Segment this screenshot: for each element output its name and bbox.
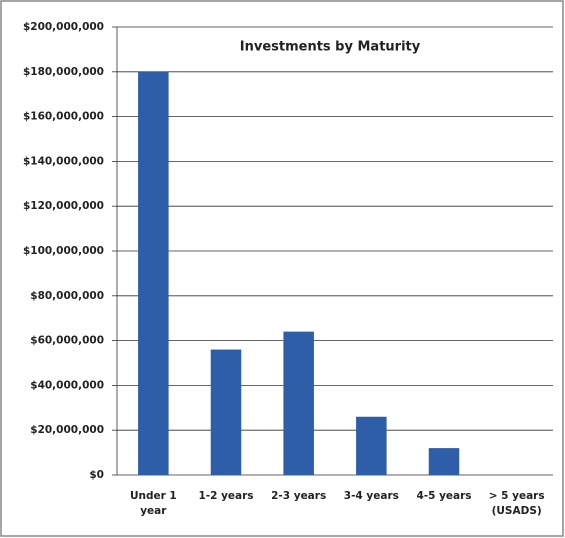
y-tick-label: $40,000,000 (30, 379, 104, 391)
y-tick-label: $160,000,000 (23, 111, 104, 123)
y-tick-label: $60,000,000 (30, 335, 104, 347)
y-tick-label: $100,000,000 (23, 245, 104, 257)
y-tick-label: $200,000,000 (23, 21, 104, 33)
x-tick-label: 3-4 years (343, 490, 399, 502)
y-tick-label: $120,000,000 (23, 200, 104, 212)
y-tick-label: $140,000,000 (23, 155, 104, 167)
chart-title: Investments by Maturity (240, 40, 421, 55)
y-tick-label: $0 (89, 469, 104, 481)
bar (356, 416, 387, 475)
x-tick-label: 1-2 years (198, 490, 254, 502)
x-tick-label: 2-3 years (271, 490, 327, 502)
y-tick-label: $20,000,000 (30, 424, 104, 436)
bar (210, 349, 242, 475)
bar (138, 71, 169, 476)
x-tick-label: > 5 years (USADS) (488, 490, 545, 517)
y-tick-label: $180,000,000 (23, 66, 104, 78)
bar (283, 331, 314, 475)
bar (428, 448, 460, 475)
x-tick-label: 4-5 years (416, 490, 472, 502)
x-tick-label: Under 1 year (129, 490, 177, 517)
y-tick-label: $80,000,000 (30, 290, 104, 302)
